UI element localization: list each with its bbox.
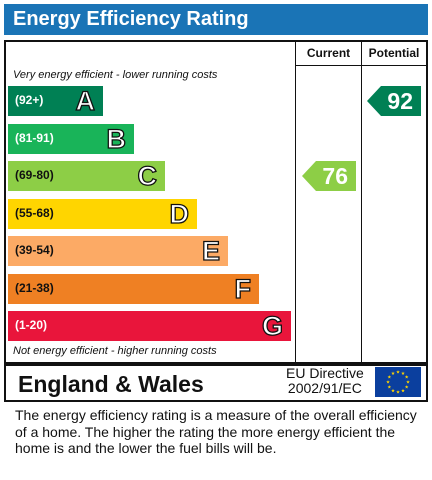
band-a: (92+) A bbox=[8, 85, 103, 117]
band-range-label: (81-91) bbox=[15, 130, 54, 145]
eu-star bbox=[406, 380, 410, 384]
directive-line-2: 2002/91/EC bbox=[287, 380, 362, 396]
band-range-label: (69-80) bbox=[15, 168, 54, 182]
current-rating-value: 76 bbox=[322, 163, 348, 189]
eu-star bbox=[404, 385, 409, 389]
current-column-divider bbox=[295, 42, 296, 364]
eu-star bbox=[396, 370, 400, 374]
band-range-label: (55-68) bbox=[15, 205, 54, 220]
title-bar: Energy Efficiency Rating bbox=[4, 4, 428, 35]
potential-column-header: Potential bbox=[368, 46, 420, 60]
band-f: (21-38) F bbox=[8, 273, 259, 304]
header-divider bbox=[295, 65, 426, 66]
region-label: England & Wales bbox=[18, 371, 204, 397]
eu-directive: EU Directive 2002/91/EC bbox=[286, 366, 364, 396]
band-c: (69-80) C bbox=[8, 160, 165, 192]
current-rating-arrow: 76 bbox=[302, 161, 356, 191]
band-g: (1-20) G bbox=[8, 310, 291, 342]
band-range-label: (92+) bbox=[15, 93, 44, 107]
eu-star bbox=[386, 380, 390, 384]
band-range-label: (39-54) bbox=[15, 243, 54, 257]
chart-title: Energy Efficiency Rating bbox=[13, 8, 249, 30]
band-range-label: (1-20) bbox=[15, 318, 48, 332]
band-letter: A bbox=[75, 85, 96, 116]
band-letter: F bbox=[234, 273, 252, 304]
band-letter: B bbox=[106, 123, 127, 154]
potential-rating-value: 92 bbox=[387, 88, 413, 114]
band-e: (39-54) E bbox=[8, 235, 228, 267]
current-column-header: Current bbox=[306, 46, 351, 60]
bottom-note: Not energy efficient - higher running co… bbox=[13, 345, 217, 357]
eu-star bbox=[404, 375, 409, 379]
eu-star bbox=[401, 371, 405, 375]
eu-star bbox=[391, 371, 395, 375]
eu-star bbox=[387, 385, 392, 389]
band-letter: G bbox=[261, 310, 283, 341]
directive-line-1: EU Directive bbox=[286, 365, 364, 381]
eu-star bbox=[391, 388, 395, 393]
eu-star bbox=[387, 375, 392, 379]
top-note: Very energy efficient - lower running co… bbox=[13, 69, 218, 81]
rating-chart: Current Potential Very energy efficient … bbox=[4, 40, 428, 366]
band-b: (81-91) B bbox=[8, 123, 134, 154]
eu-flag-icon bbox=[375, 367, 421, 397]
band-letter: D bbox=[169, 198, 190, 229]
band-range-label: (21-38) bbox=[15, 280, 54, 295]
potential-column-divider bbox=[361, 42, 362, 364]
band-d: (55-68) D bbox=[8, 198, 197, 229]
band-letter: C bbox=[137, 160, 158, 191]
footnote: The energy efficiency rating is a measur… bbox=[15, 407, 417, 456]
footer: England & Wales EU Directive 2002/91/EC bbox=[4, 362, 428, 402]
potential-rating-arrow: 92 bbox=[367, 86, 421, 116]
eu-star bbox=[401, 388, 405, 393]
eu-star bbox=[396, 390, 400, 394]
band-letter: E bbox=[201, 235, 220, 266]
